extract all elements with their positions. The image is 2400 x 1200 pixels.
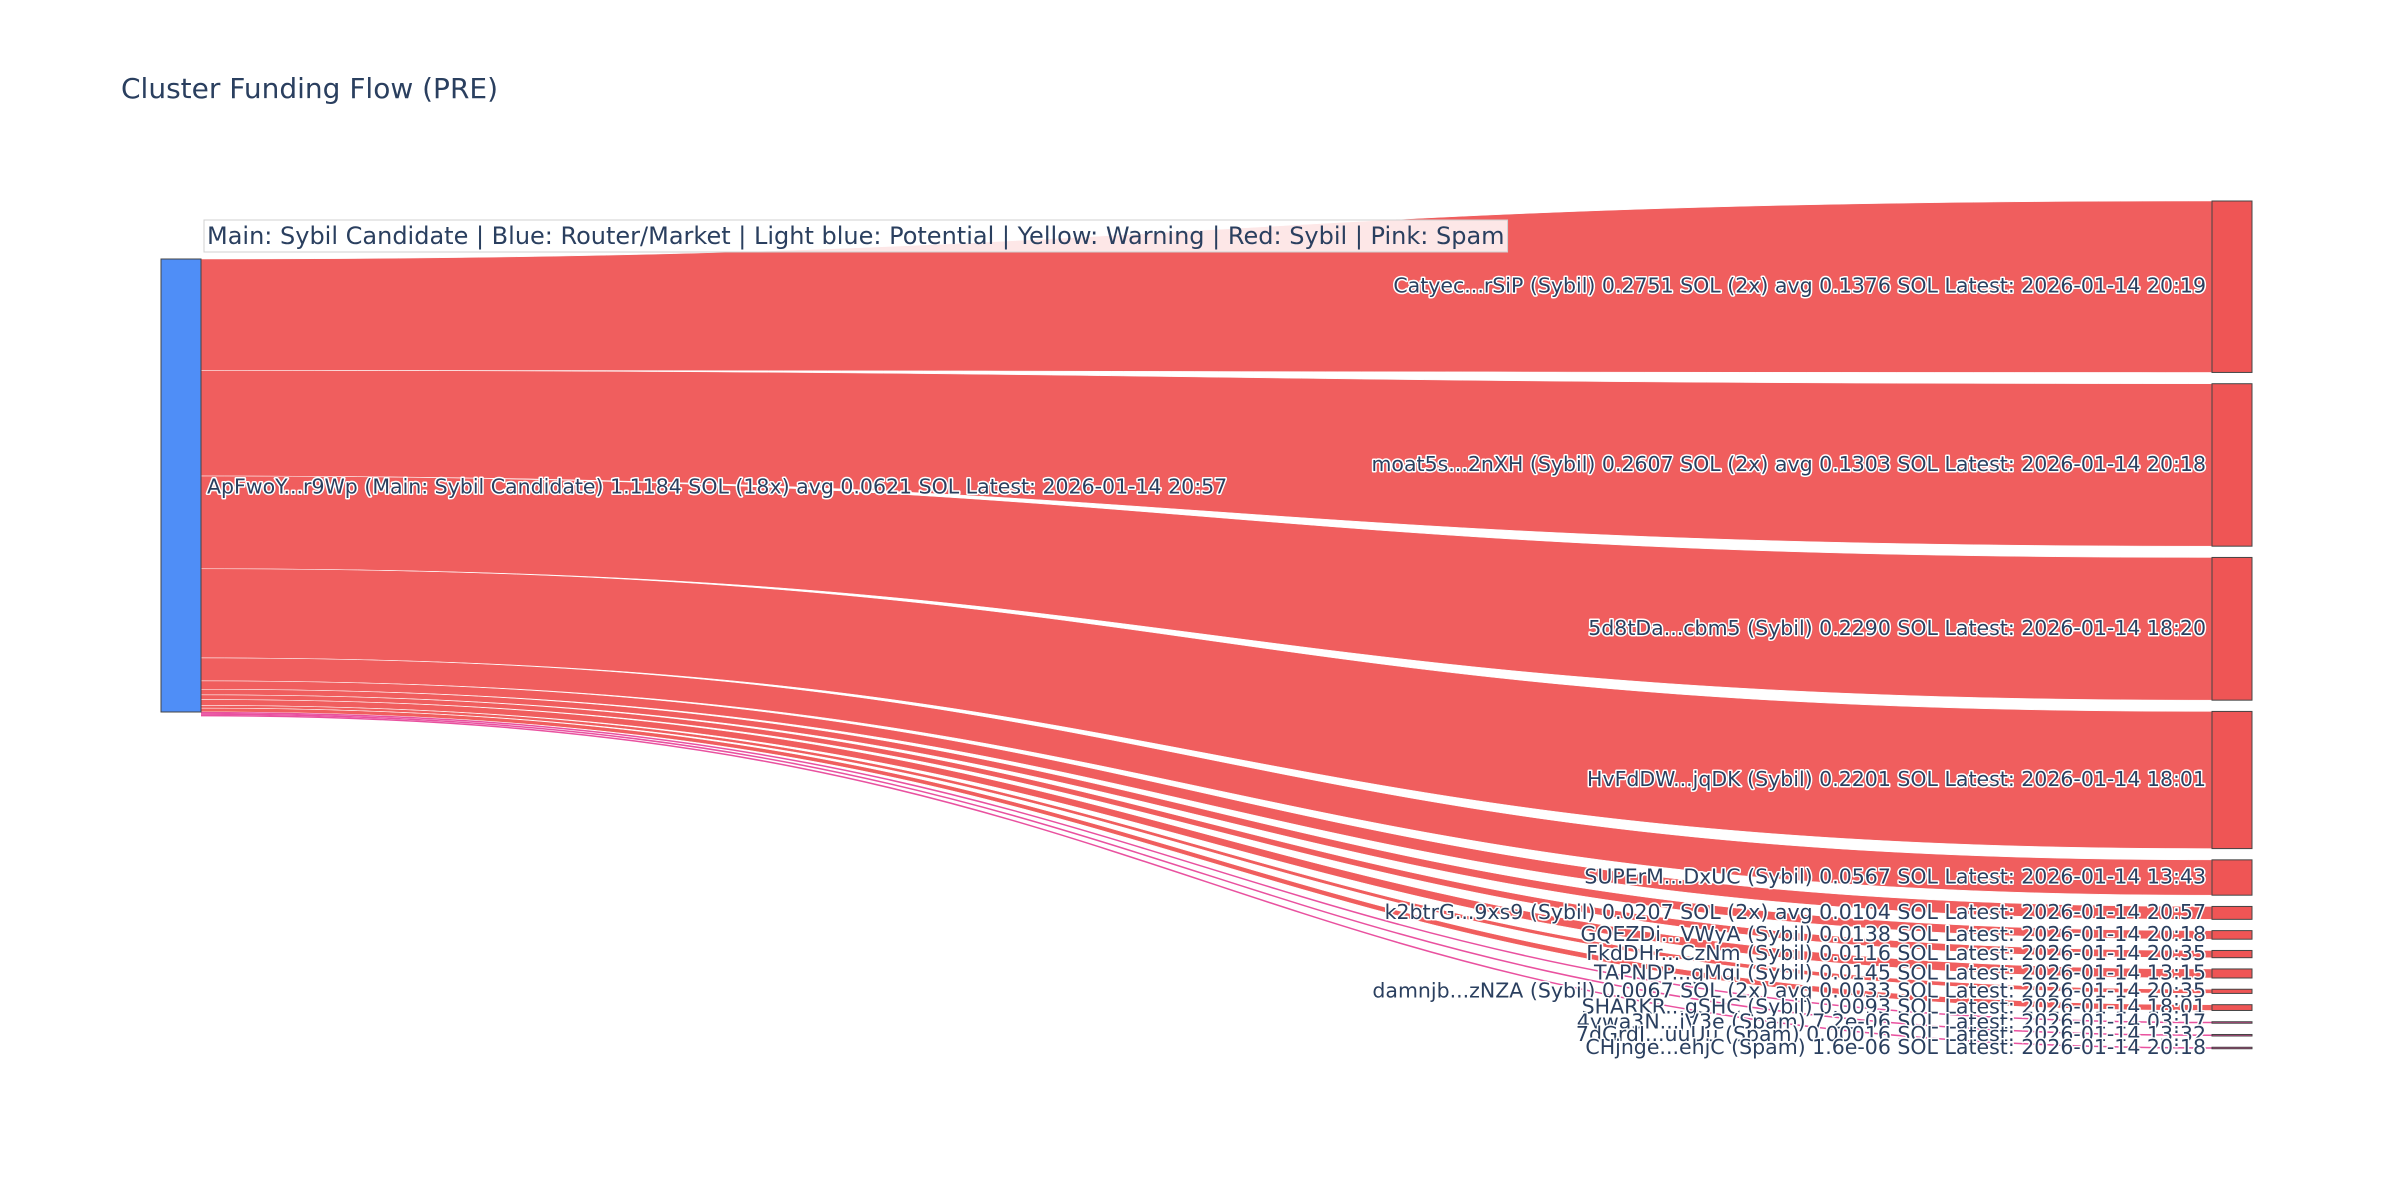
target-node bbox=[2211, 556, 2253, 701]
target-node-label: GQEZDi...VWyA (Sybil) 0.0138 SOL Latest:… bbox=[1580, 922, 2206, 946]
chart-title: Cluster Funding Flow (PRE) bbox=[121, 72, 499, 105]
target-node-label: 5d8tDa...cbm5 (Sybil) 0.2290 SOL Latest:… bbox=[1588, 616, 2206, 640]
flow-link bbox=[200, 370, 2213, 547]
target-node bbox=[2211, 383, 2253, 547]
target-node-label: 4ywa3N...jV3e (Spam) 7.2e-06 SOL Latest:… bbox=[1577, 1009, 2206, 1033]
target-node-label: TAPNDP...gMqi (Sybil) 0.0145 SOL Latest:… bbox=[1593, 960, 2206, 984]
nodes-group bbox=[160, 200, 2253, 1050]
flow-link bbox=[200, 714, 2213, 1049]
labels-group: Catyec...rSiP (Sybil) 0.2751 SOL (2x) av… bbox=[203, 219, 2208, 1061]
target-node-label: k2btrG...9xs9 (Sybil) 0.0207 SOL (2x) av… bbox=[1385, 900, 2206, 924]
target-node-label: damnjb...zNZA (Sybil) 0.0067 SOL (2x) av… bbox=[1372, 978, 2206, 1002]
source-node bbox=[160, 258, 202, 713]
source-node-label: ApFwoY...r9Wp (Main: Sybil Candidate) 1.… bbox=[207, 475, 1227, 499]
flow-link bbox=[200, 711, 2213, 1024]
target-node bbox=[2211, 968, 2253, 979]
target-node bbox=[2211, 1021, 2253, 1024]
target-node bbox=[2211, 930, 2253, 940]
target-node-label: SUPErM...DxUC (Sybil) 0.0567 SOL Latest:… bbox=[1584, 865, 2206, 889]
legend-annotation: Main: Sybil Candidate | Blue: Router/Mar… bbox=[207, 222, 1505, 250]
links-group bbox=[200, 200, 2213, 1049]
target-node bbox=[2211, 949, 2253, 959]
target-node-label: moat5s...2nXH (Sybil) 0.2607 SOL (2x) av… bbox=[1371, 452, 2206, 476]
flow-link bbox=[200, 713, 2213, 1036]
target-node bbox=[2211, 988, 2253, 994]
target-node-label: CHjnge...ehjC (Spam) 1.6e-06 SOL Latest:… bbox=[1585, 1035, 2206, 1059]
target-node bbox=[2211, 1033, 2253, 1037]
target-node-label: SHARKR...gSHC (Sybil) 0.0093 SOL Latest:… bbox=[1582, 995, 2206, 1019]
flow-link bbox=[200, 475, 2213, 701]
target-node-label: 7dGrdJ...uuUu (Spam) 0.00016 SOL Latest:… bbox=[1576, 1022, 2206, 1046]
legend-annotation-box bbox=[203, 219, 1509, 253]
target-node-label: Catyec...rSiP (Sybil) 0.2751 SOL (2x) av… bbox=[1393, 274, 2206, 298]
target-node-label: HvFdDW...jqDK (Sybil) 0.2201 SOL Latest:… bbox=[1587, 767, 2206, 791]
target-node bbox=[2211, 859, 2253, 896]
target-node bbox=[2211, 905, 2253, 920]
target-node bbox=[2211, 1046, 2253, 1050]
target-node bbox=[2211, 200, 2253, 373]
target-node bbox=[2211, 1004, 2253, 1011]
target-node-label: FkdDHr...CzNm (Sybil) 0.0116 SOL Latest:… bbox=[1586, 941, 2206, 965]
target-node bbox=[2211, 710, 2253, 850]
